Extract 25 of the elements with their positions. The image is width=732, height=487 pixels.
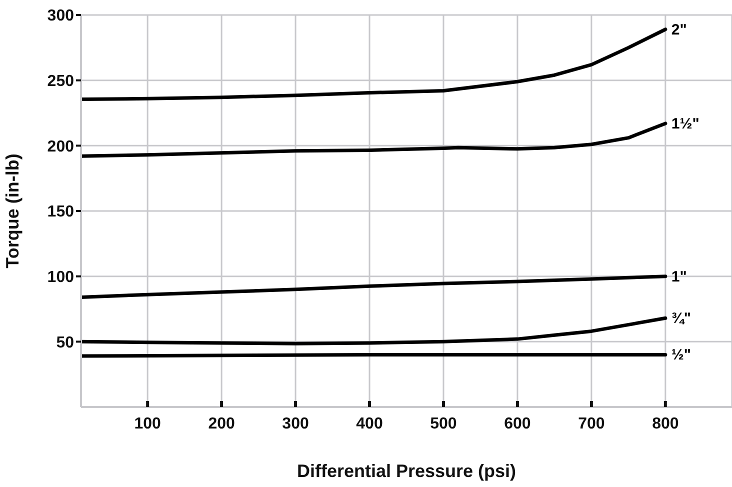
series-label: 2" [671,21,687,38]
series-label: ½" [671,346,692,364]
line-series [81,316,668,346]
x-tick-label: 300 [282,415,309,432]
y-tick-label: 100 [47,269,74,286]
x-tick-label: 100 [134,415,162,432]
line-series [81,274,668,299]
y-axis-title: Torque (in-lb) [2,154,22,268]
series-label: 1½" [671,115,700,132]
y-tick-label: 300 [47,8,74,25]
series-label: ¾" [671,310,692,328]
y-tick-label: 200 [47,138,74,156]
x-tick-label: 500 [430,415,457,432]
x-tick-label: 600 [504,415,531,432]
line-series [81,122,668,158]
x-axis-title: Differential Pressure (psi) [296,461,516,481]
x-tick-label: 700 [578,415,605,432]
line-series [81,28,668,102]
x-tick-label: 400 [356,415,383,432]
y-tick-label: 250 [47,73,74,90]
y-tick-label: 50 [56,334,74,352]
y-tick-label: 150 [47,204,74,221]
series-label: 1" [671,268,687,286]
x-tick-label: 200 [208,415,235,432]
x-tick-label: 800 [652,415,679,432]
